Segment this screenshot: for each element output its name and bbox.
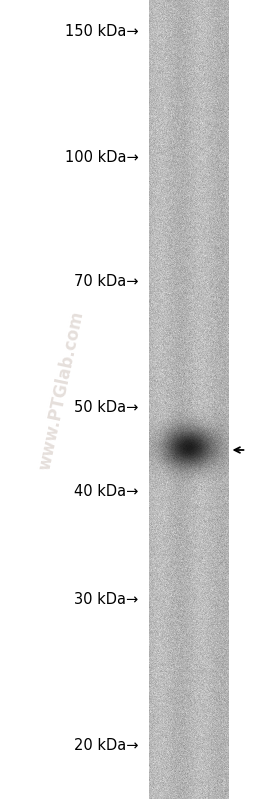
Text: 40 kDa→: 40 kDa→: [74, 484, 139, 499]
Text: 150 kDa→: 150 kDa→: [65, 25, 139, 39]
Text: 50 kDa→: 50 kDa→: [74, 400, 139, 415]
Text: www.PTGlab.com: www.PTGlab.com: [36, 308, 87, 471]
Text: 70 kDa→: 70 kDa→: [74, 275, 139, 289]
Text: 100 kDa→: 100 kDa→: [65, 149, 139, 165]
Text: 30 kDa→: 30 kDa→: [74, 593, 139, 607]
Text: 20 kDa→: 20 kDa→: [74, 737, 139, 753]
